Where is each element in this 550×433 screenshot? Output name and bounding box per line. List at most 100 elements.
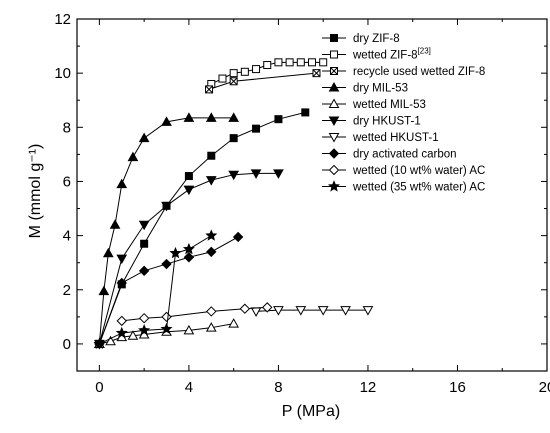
legend-item: dry HKUST-1 [322,116,421,128]
data-point-marker [105,335,116,346]
data-point-marker [140,239,149,248]
data-point-marker [161,258,172,270]
data-point-marker [138,324,151,336]
legend-label: dry HKUST-1 [353,116,421,128]
legend-label: wetted ZIF-8[23] [352,47,431,62]
data-point-marker [205,112,217,122]
data-point-marker [328,164,340,176]
data-series [93,58,374,350]
data-point-marker [252,124,261,133]
y-tick-label: 4 [63,228,71,245]
data-point-marker [228,112,240,122]
x-tick-label: 20 [539,379,550,396]
data-point-marker [116,178,128,189]
data-point-marker [308,58,316,67]
series-recycle-used-wetted-zif-8 [205,69,321,94]
data-point-marker [330,50,338,59]
data-point-marker [205,229,218,241]
data-point-marker [161,201,172,212]
data-point-marker [250,307,262,317]
data-point-marker [138,220,150,231]
data-point-marker [205,176,217,186]
series-line [256,309,368,312]
data-point-marker [115,326,128,339]
legend-label: wetted (35 wt% water) AC [352,182,485,194]
series-wetted-35-wt-water-ac [93,229,218,350]
data-point-marker [262,302,273,313]
data-point-marker [138,265,150,277]
data-point-marker [184,172,193,181]
plot-area-border [76,18,548,372]
legend-label: dry MIL-53 [353,83,408,95]
legend-item: wetted HKUST-1 [322,132,439,144]
data-point-marker [109,219,121,229]
y-tick-label: 12 [54,11,71,28]
data-point-marker [274,58,283,67]
legend: dry ZIF-8 wetted ZIF-8[23] recycle used we… [322,33,485,194]
data-point-marker [328,148,340,159]
data-point-marker [328,180,340,192]
data-point-marker [127,330,139,340]
data-point-marker [340,306,351,316]
x-tick-label: 0 [95,379,103,396]
legend-label: wetted MIL-53 [352,99,426,111]
y-tick-label: 8 [63,119,71,136]
data-point-marker [102,247,114,258]
data-point-marker [206,306,217,317]
x-tick-label: 16 [449,379,466,396]
data-point-marker [274,115,283,124]
series-wetted-hkust-1 [250,306,374,317]
data-point-marker [296,58,305,67]
y-tick-label: 6 [63,173,71,190]
data-point-marker [183,324,195,335]
data-point-marker [116,277,127,289]
x-tick-label: 12 [360,379,377,396]
data-point-marker [127,151,139,162]
y-tick-label: 0 [63,336,71,353]
marker-cross [312,69,321,78]
legend-item: wetted MIL-53 [322,98,426,111]
x-axis-title: P (MPa) [282,403,340,420]
x-tick-label: 8 [274,379,282,396]
y-tick-label: 10 [54,65,71,82]
data-point-marker [328,133,340,143]
data-point-marker [169,246,182,259]
data-point-marker [263,61,272,70]
series-line [98,111,306,345]
data-point-marker [98,285,110,296]
data-point-marker [183,185,195,196]
data-point-marker [229,69,238,78]
legend-label: wetted HKUST-1 [352,132,439,144]
data-point-marker [182,242,195,255]
data-point-marker [93,337,106,350]
data-point-marker [228,170,240,181]
data-point-marker [205,322,217,332]
data-point-marker [317,306,329,316]
legend-item: wetted (35 wt% water) AC [322,180,485,194]
legend-item: dry activated carbon [322,148,457,161]
legend-label: dry ZIF-8 [353,33,400,45]
legend-item: recycle used wetted ZIF-8 [322,66,485,78]
data-point-marker [240,67,249,76]
marker-cross [205,85,213,94]
series-wetted-zif-8 [207,58,328,88]
data-point-marker [116,315,127,327]
data-point-marker [330,34,338,42]
series-wetted-10-wt-water-ac [116,302,273,327]
data-point-marker [252,65,261,74]
data-point-marker [295,306,307,316]
data-point-marker [218,74,227,83]
series-line [99,235,212,345]
data-point-marker [250,169,262,179]
data-point-marker [228,318,240,328]
data-point-marker [273,306,284,316]
legend-label: wetted (10 wt% water) AC [352,165,485,177]
data-point-marker [138,312,150,324]
data-point-marker [362,306,374,316]
marker-cross [330,67,338,75]
data-point-marker [328,98,340,108]
data-point-marker [239,303,251,314]
legend-label-superscript: [23] [418,47,431,56]
data-point-marker [301,108,310,117]
